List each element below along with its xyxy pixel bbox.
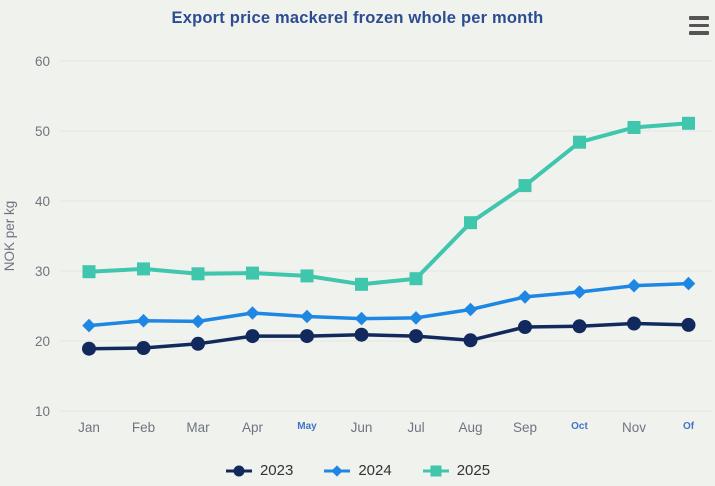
data-point-2024-Sep[interactable] [518,290,532,304]
y-tick-label: 10 [35,404,50,419]
data-point-2024-Jul[interactable] [409,311,423,325]
data-point-2024-Feb[interactable] [136,313,151,328]
data-point-2023-Nov[interactable] [627,316,641,331]
data-point-2025-Jan[interactable] [82,265,96,279]
plot-area: 10 20 30 40 50 60 NOK per kg Jan Feb Mar Apr May Jun… [2,54,713,435]
data-point-2023-Feb[interactable] [136,341,151,355]
data-point-2024-May[interactable] [300,309,314,324]
data-point-2023-Jan[interactable] [82,341,96,356]
chart-context-menu-button[interactable] [689,16,711,35]
data-point-2023-Sep[interactable] [518,320,532,334]
legend-marker-square-icon [422,465,449,476]
legend-marker-circle-icon [225,465,252,476]
x-tick-label: Nov [622,420,646,435]
hamburger-icon [689,16,709,20]
data-point-2023-Jun[interactable] [354,327,369,342]
data-point-2023-Aug[interactable] [463,333,478,348]
x-tick-label: Feb [132,420,155,435]
data-point-2024-Nov[interactable] [627,278,641,293]
chart-title: Export price mackerel frozen whole per m… [171,9,544,27]
legend-label: 2023 [259,462,294,479]
y-tick-label: 30 [35,264,50,279]
data-point-2024-Aug[interactable] [463,302,478,317]
data-point-2025-Feb[interactable] [137,262,150,276]
x-tick-label: Apr [242,420,264,435]
data-point-2025-Nov[interactable] [627,121,641,134]
x-tick-label: Jun [351,420,373,435]
x-tick-label: Of [683,421,695,432]
y-tick-label: 20 [35,334,50,349]
data-point-2023-May[interactable] [300,329,314,344]
hamburger-icon [689,31,709,35]
series-line-2024 [87,281,691,328]
y-axis-title: NOK per kg [2,201,17,272]
legend: 2023 2024 2025 [0,462,715,479]
data-point-2025-Jun[interactable] [355,277,368,291]
data-point-2025-Jul[interactable] [409,272,423,286]
legend-item-2024[interactable]: 2024 [323,462,392,479]
hamburger-icon [689,23,709,28]
x-tick-label: Jul [407,420,424,435]
data-point-2025-Oct[interactable] [573,135,586,149]
data-point-2024-Jun[interactable] [354,311,369,326]
data-point-2023-Mar[interactable] [191,336,205,351]
legend-item-2023[interactable]: 2023 [225,462,293,479]
data-point-2025-Sep[interactable] [518,179,532,193]
x-tick-label: May [297,421,317,432]
data-point-2025-May[interactable] [300,269,314,283]
data-point-2024-Mar[interactable] [191,314,205,329]
y-tick-label: 50 [35,124,50,139]
y-tick-label: 40 [35,194,50,209]
data-point-2024-Oct[interactable] [572,285,587,299]
data-point-2024-Apr[interactable] [245,306,260,320]
data-point-2025-Apr[interactable] [246,266,259,280]
x-tick-label: Oct [571,421,588,432]
data-point-2023-Oct[interactable] [572,319,587,334]
legend-label: 2024 [358,462,392,479]
series-line-2023 [87,321,691,351]
x-tick-label: Jan [78,420,100,435]
legend-label: 2025 [456,462,491,479]
data-point-2025-Aug[interactable] [464,216,477,230]
data-point-2024-Jan[interactable] [82,318,96,333]
legend-marker-diamond-icon [324,464,351,477]
x-tick-label: Mar [186,420,210,435]
data-point-2024-Of[interactable] [681,276,696,291]
x-tick-label: Aug [458,420,482,435]
y-tick-label: 60 [35,54,50,69]
data-point-2023-Apr[interactable] [245,329,260,344]
legend-item-2025[interactable]: 2025 [422,462,490,479]
data-point-2023-Of[interactable] [681,317,696,332]
data-point-2023-Jul[interactable] [409,329,423,344]
series-line-2025 [87,121,691,287]
data-point-2025-Of[interactable] [682,116,695,130]
x-tick-label: Sep [513,420,537,435]
data-point-2025-Mar[interactable] [191,267,205,281]
